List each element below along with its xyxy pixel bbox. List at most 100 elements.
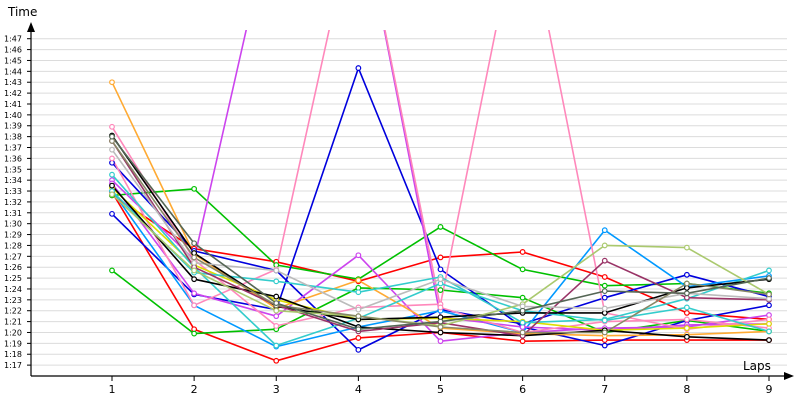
series-3-point — [437, 287, 444, 293]
series-1-point — [519, 338, 526, 345]
y-tick-label: 1:42 — [4, 89, 22, 98]
x-tick-label: 7 — [601, 383, 608, 396]
y-tick-label: 1:20 — [4, 328, 22, 337]
series-3-point — [191, 330, 198, 337]
series-21-point — [766, 291, 772, 298]
y-tick-label: 1:29 — [4, 231, 22, 240]
series-5-point — [766, 302, 772, 309]
series-22-point — [355, 326, 362, 333]
y-tick-label: 1:27 — [4, 252, 22, 261]
series-15-point — [683, 304, 690, 311]
x-tick-label: 9 — [766, 383, 773, 396]
series-13-point — [766, 320, 772, 327]
y-tick-label: 1:39 — [4, 122, 22, 131]
series-14-point — [519, 319, 526, 326]
series-11-point — [437, 304, 444, 311]
series-15-point — [601, 317, 608, 324]
series-15-point — [273, 342, 280, 349]
series-21-point — [519, 329, 526, 336]
x-tick-labels: 1 2 3 4 5 6 7 8 9 — [109, 383, 773, 396]
series-4-point — [437, 224, 444, 230]
y-tick-label: 1:35 — [4, 165, 22, 174]
series-9-point — [355, 252, 362, 259]
x-axis-arrow-icon — [784, 372, 794, 380]
series-21-point — [437, 324, 444, 330]
y-tick-label: 1:23 — [4, 296, 22, 305]
series-6-point — [355, 346, 362, 353]
series-4-point — [191, 185, 198, 192]
x-tick-label: 4 — [355, 383, 362, 396]
series-15-point — [109, 171, 115, 178]
series-9-point — [437, 338, 444, 345]
y-tick-label: 1:37 — [4, 144, 22, 153]
series-19-point — [109, 191, 115, 198]
series-22-point — [683, 290, 690, 297]
series-20-point — [601, 305, 608, 312]
series-22-point — [601, 288, 608, 295]
series-6-point — [601, 294, 608, 301]
y-tick-label: 1:28 — [4, 241, 22, 250]
series-17-point — [273, 293, 280, 300]
series-22-point — [191, 240, 198, 247]
series-19-point — [683, 244, 690, 251]
y-tick-label: 1:44 — [4, 67, 22, 76]
series-14-point — [273, 278, 280, 285]
series-17-point — [109, 182, 115, 189]
series-22-point — [766, 275, 772, 281]
series-6-point — [683, 271, 690, 278]
series-17-point — [191, 276, 198, 283]
y-tick-label: 1:47 — [4, 35, 22, 44]
series-17-point — [437, 329, 444, 336]
series-22-point — [437, 318, 444, 325]
x-tick-label: 1 — [109, 383, 116, 396]
series-markers — [109, 65, 772, 364]
series-2-point — [683, 309, 690, 316]
series-10-point — [273, 323, 280, 329]
series-20-point — [437, 276, 444, 283]
series-4-point — [519, 266, 526, 273]
series-21-point — [191, 254, 198, 261]
x-tick-label: 6 — [519, 383, 526, 396]
y-tick-label: 1:26 — [4, 263, 22, 272]
gridlines — [27, 38, 787, 381]
series-22-point — [109, 133, 115, 140]
series-19-point — [273, 307, 280, 314]
series-3-point — [519, 294, 526, 301]
series-13-point — [683, 325, 690, 332]
series-2-point — [437, 254, 444, 261]
y-tick-label: 1:31 — [4, 209, 22, 218]
series-11-point — [109, 155, 115, 162]
y-tick-label: 1:41 — [4, 100, 22, 109]
series-20-point — [273, 267, 280, 274]
y-tick-label: 1:25 — [4, 274, 22, 283]
series-14-point — [355, 289, 362, 296]
series-19-point — [601, 242, 608, 249]
series-11-point — [683, 316, 690, 323]
y-tick-label: 1:30 — [4, 220, 22, 229]
y-tick-label: 1:18 — [4, 350, 22, 359]
series-5-point — [601, 342, 608, 349]
y-tick-label: 1:24 — [4, 285, 22, 294]
series-10-point — [109, 123, 115, 130]
series-22-point — [273, 300, 280, 307]
series-21-point — [601, 329, 608, 336]
y-tick-label: 1:17 — [4, 361, 22, 370]
series-21-point — [683, 280, 690, 287]
series-5-point — [355, 65, 362, 71]
series-4-point — [601, 282, 608, 289]
y-tick-label: 1:32 — [4, 198, 22, 207]
x-axis-title: Laps — [743, 359, 771, 373]
series-12-point — [109, 79, 115, 86]
series-1-point — [355, 335, 362, 341]
y-axis-title: Time — [7, 5, 37, 19]
series-20-point — [355, 306, 362, 313]
series-14-point — [766, 267, 772, 274]
y-tick-label: 1:45 — [4, 56, 22, 65]
y-tick-label: 1:21 — [4, 318, 22, 327]
series-22-point — [519, 307, 526, 314]
series-15-point — [766, 328, 772, 335]
y-tick-label: 1:34 — [4, 176, 22, 185]
series-9-point — [191, 290, 198, 297]
